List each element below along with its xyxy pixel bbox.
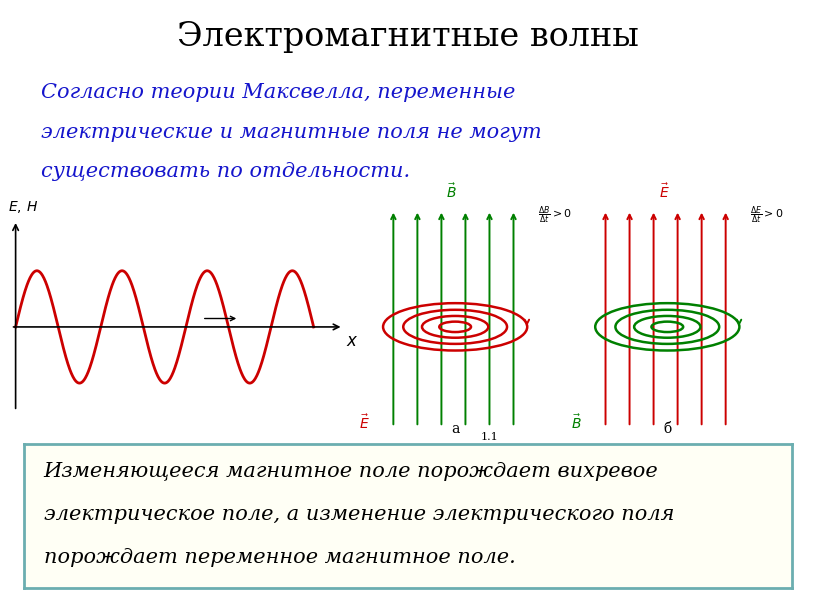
Text: электрические и магнитные поля не могут: электрические и магнитные поля не могут xyxy=(41,123,542,142)
Text: а: а xyxy=(451,422,459,435)
Text: $x$: $x$ xyxy=(346,332,358,349)
Text: $\vec{B}$: $\vec{B}$ xyxy=(571,413,582,432)
Text: 1.1: 1.1 xyxy=(481,432,499,442)
Text: $\frac{\Delta E}{\Delta t} > 0$: $\frac{\Delta E}{\Delta t} > 0$ xyxy=(751,204,784,226)
Text: электрическое поле, а изменение электрического поля: электрическое поле, а изменение электрич… xyxy=(44,505,674,524)
Text: Согласно теории Максвелла, переменные: Согласно теории Максвелла, переменные xyxy=(41,83,515,102)
Text: существовать по отдельности.: существовать по отдельности. xyxy=(41,162,410,181)
Text: Изменяющееся магнитное поле порождает вихревое: Изменяющееся магнитное поле порождает ви… xyxy=(44,462,659,481)
Text: $\vec{E}$: $\vec{E}$ xyxy=(659,183,669,202)
Text: $\vec{E}$: $\vec{E}$ xyxy=(359,413,370,432)
Text: Электромагнитные волны: Электромагнитные волны xyxy=(177,21,639,53)
Text: б: б xyxy=(663,422,672,435)
Text: порождает переменное магнитное поле.: порождает переменное магнитное поле. xyxy=(44,548,516,567)
Text: $E,\,H$: $E,\,H$ xyxy=(8,199,38,215)
Text: $\vec{B}$: $\vec{B}$ xyxy=(446,183,457,202)
Text: $\frac{\Delta B}{\Delta t} > 0$: $\frac{\Delta B}{\Delta t} > 0$ xyxy=(538,204,572,226)
